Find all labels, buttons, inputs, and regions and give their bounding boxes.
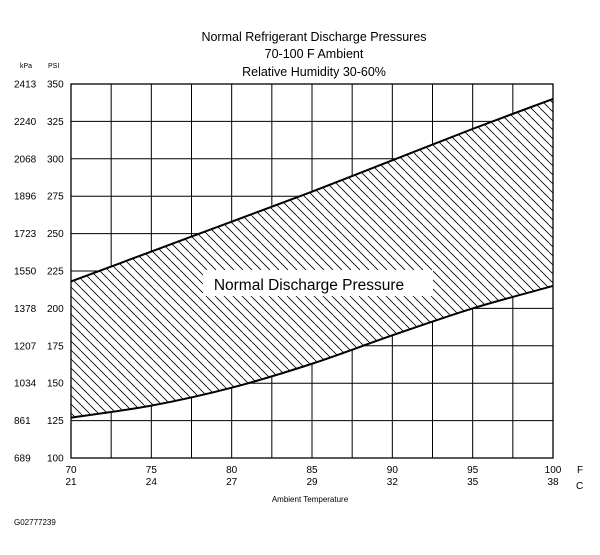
y-tick-label-kpa: 1378	[14, 304, 37, 315]
y-tick-label-psi: 150	[47, 379, 64, 390]
y-unit-psi: PSI	[48, 63, 59, 70]
x-tick-label-c: 21	[65, 477, 77, 488]
y-tick-label-psi: 325	[47, 117, 64, 128]
x-tick-label-f: 95	[467, 465, 479, 476]
x-tick-label-c: 29	[306, 477, 318, 488]
x-tick-label-c: 38	[547, 477, 559, 488]
y-tick-label-psi: 175	[47, 341, 64, 352]
y-tick-label-kpa: 1723	[14, 229, 37, 240]
normal-range-band	[71, 98, 553, 418]
y-tick-label-kpa: 1896	[14, 192, 37, 203]
series-lines	[70, 98, 554, 419]
x-tick-label-f: 85	[306, 465, 318, 476]
y-tick-label-psi: 300	[47, 154, 64, 165]
y-tick-label-kpa: 1207	[14, 341, 37, 352]
x-tick-label-f: 90	[387, 465, 399, 476]
y-tick-label-kpa: 1034	[14, 379, 37, 390]
figure-code: G02777239	[14, 518, 56, 527]
y-unit-kpa: kPa	[20, 63, 32, 70]
annotation-normal-discharge-pressure: Normal Discharge Pressure	[214, 277, 404, 294]
y-tick-label-kpa: 861	[14, 416, 31, 427]
x-tick-label-f: 75	[146, 465, 158, 476]
y-tick-labels: 689 100 861 125 1034 150 1207 175 1378 200 1550 225…	[14, 80, 64, 465]
upper-limit-line	[70, 98, 554, 283]
band-hatch	[71, 98, 553, 418]
x-tick-label-c: 24	[146, 477, 158, 488]
x-tick-label-f: 70	[65, 465, 77, 476]
x-axis-label: Ambient Temperature	[272, 495, 349, 504]
x-unit-c: C	[576, 481, 583, 492]
y-tick-label-psi: 200	[47, 304, 64, 315]
chart-subtitle-1: 70-100 F Ambient	[265, 47, 364, 61]
annotation-background	[203, 270, 433, 296]
x-unit-f: F	[577, 465, 583, 476]
plot-frame	[70, 83, 554, 459]
y-tick-label-psi: 225	[47, 267, 64, 278]
y-tick-label-kpa: 2413	[14, 80, 37, 91]
x-tick-label-f: 100	[545, 465, 562, 476]
y-tick-label-psi: 125	[47, 416, 64, 427]
x-tick-label-c: 35	[467, 477, 479, 488]
chart-subtitle-2: Relative Humidity 30-60%	[242, 65, 386, 79]
y-tick-label-psi: 100	[47, 454, 64, 465]
y-tick-label-kpa: 689	[14, 454, 31, 465]
y-tick-label-psi: 250	[47, 229, 64, 240]
plot-border	[70, 83, 554, 459]
y-tick-label-kpa: 2240	[14, 117, 37, 128]
y-tick-label-psi: 275	[47, 192, 64, 203]
y-tick-label-kpa: 1550	[14, 267, 37, 278]
y-tick-label-psi: 350	[47, 80, 64, 91]
x-tick-label-c: 27	[226, 477, 238, 488]
x-tick-label-f: 80	[226, 465, 238, 476]
x-tick-label-c: 32	[387, 477, 399, 488]
y-tick-label-kpa: 2068	[14, 154, 37, 165]
lower-limit-line	[70, 284, 554, 419]
chart-title: Normal Refrigerant Discharge Pressures	[201, 30, 426, 44]
